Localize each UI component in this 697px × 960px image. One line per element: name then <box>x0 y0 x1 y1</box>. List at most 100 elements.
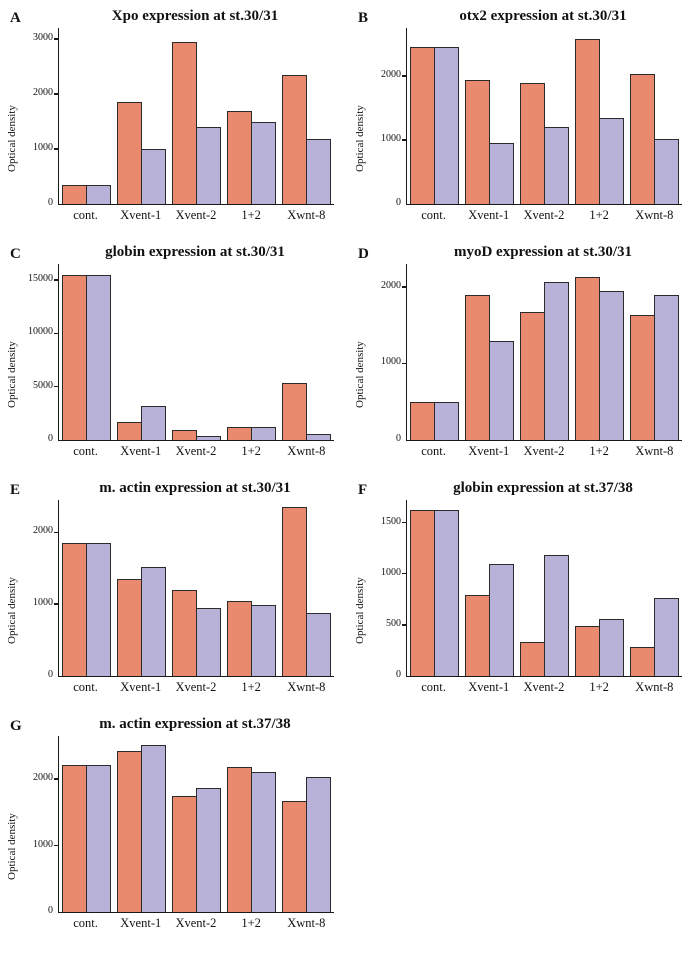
chart-title: Xpo expression at st.30/31 <box>111 8 279 24</box>
bar-lavender <box>195 788 221 912</box>
bar-lavender <box>488 340 514 440</box>
bar-group <box>282 500 331 676</box>
bar-lavender <box>85 274 111 440</box>
y-tick-label: 0 <box>48 197 53 208</box>
chart-title: myoD expression at st.30/31 <box>453 244 633 260</box>
bar-group <box>520 264 569 440</box>
bar-group <box>117 28 166 204</box>
bar-salmon <box>172 430 198 440</box>
bar-lavender <box>653 138 679 204</box>
y-tick-label: 500 <box>386 617 401 629</box>
bar-lavender <box>543 127 569 204</box>
bar-group <box>227 500 276 676</box>
bar-lavender <box>598 290 624 440</box>
bar-group <box>575 264 624 440</box>
x-tick-label: Xvent-1 <box>468 444 510 458</box>
y-tick-mark <box>402 286 407 288</box>
x-tick-label: Xvent-2 <box>175 680 217 694</box>
x-tick-label: Xvent-1 <box>468 208 510 222</box>
bar-salmon <box>62 764 88 912</box>
y-tick-label: 1500 <box>381 515 401 527</box>
bar-salmon <box>520 642 546 676</box>
bar-salmon <box>410 47 436 204</box>
x-labels: cont. Xvent-1 Xvent-2 1+2 Xwnt-8 <box>58 913 334 936</box>
bar-salmon <box>282 74 308 204</box>
bar-salmon <box>465 595 491 676</box>
y-tick-mark <box>54 844 59 847</box>
bar-salmon <box>575 625 601 676</box>
chart-title: globin expression at st.30/31 <box>105 244 285 260</box>
y-tick-mark <box>54 279 59 281</box>
y-tick-label: 0 <box>48 669 53 680</box>
bar-lavender <box>250 771 276 912</box>
panel-letter: B <box>358 10 369 26</box>
y-tick-label: 2000 <box>33 87 53 98</box>
plot-column: 0 1000 2000 cont. Xvent-1 Xvent-2 1+2 Xwnt-8 <box>20 736 342 936</box>
y-tick-mark <box>54 38 59 40</box>
bar-salmon <box>520 312 546 440</box>
bar-lavender <box>85 764 111 912</box>
bar-salmon <box>575 277 601 440</box>
chart-title: m. actin expression at st.30/31 <box>99 480 291 496</box>
x-labels: cont. Xvent-1 Xvent-2 1+2 Xwnt-8 <box>58 677 334 700</box>
chart-title: globin expression at st.37/38 <box>453 480 633 496</box>
bar-group <box>575 500 624 676</box>
bar-salmon <box>227 600 253 676</box>
x-tick-label: Xwnt-8 <box>287 208 326 222</box>
bar-salmon <box>117 751 143 912</box>
x-tick-label: 1+2 <box>241 208 261 222</box>
x-labels: cont. Xvent-1 Xvent-2 1+2 Xwnt-8 <box>406 441 682 464</box>
y-tick-mark <box>54 332 59 335</box>
bar-lavender <box>85 543 111 676</box>
chart-title: otx2 expression at st.30/31 <box>459 8 627 24</box>
y-tick-label: 2000 <box>381 279 401 291</box>
bar-group <box>62 28 111 204</box>
bar-salmon <box>117 102 143 204</box>
y-tick-mark <box>54 385 59 388</box>
bar-group <box>410 500 459 676</box>
bar-group <box>227 264 276 440</box>
bar-group <box>520 500 569 676</box>
bar-lavender <box>488 564 514 676</box>
x-tick-label: cont. <box>73 916 98 930</box>
bar-group <box>117 264 166 440</box>
panel-letter: A <box>10 10 21 26</box>
bar-lavender <box>140 566 166 676</box>
bar-group <box>630 500 679 676</box>
y-tick-label: 10000 <box>28 326 53 338</box>
x-tick-label: 1+2 <box>241 444 261 458</box>
bar-group <box>282 736 331 912</box>
plot-area: 0 1000 2000 <box>381 264 682 444</box>
bar-lavender <box>140 405 166 440</box>
bar-lavender <box>305 776 331 912</box>
y-tick-label: 0 <box>396 669 401 680</box>
bar-lavender <box>305 612 331 676</box>
plot-area: 0 500 1000 1500 <box>381 500 682 680</box>
x-tick-label: Xvent-2 <box>523 208 565 222</box>
x-tick-label: Xvent-2 <box>523 444 565 458</box>
y-tick-label: 0 <box>396 197 401 208</box>
bar-lavender <box>250 121 276 204</box>
y-tick-label: 1000 <box>381 356 401 368</box>
bar-salmon <box>282 383 308 440</box>
empty-cell <box>348 712 696 948</box>
x-tick-label: cont. <box>73 208 98 222</box>
bar-salmon <box>117 579 143 676</box>
bar-salmon <box>630 74 656 204</box>
bar-group <box>465 264 514 440</box>
bar-group <box>520 28 569 204</box>
y-tick-mark <box>54 778 59 780</box>
x-tick-label: Xwnt-8 <box>287 444 326 458</box>
bar-lavender <box>140 149 166 204</box>
bar-lavender <box>195 435 221 440</box>
bar-group <box>172 500 221 676</box>
bar-group <box>575 28 624 204</box>
plot-area: 0 1000 2000 <box>33 736 334 916</box>
bar-group <box>227 28 276 204</box>
bar-lavender <box>433 401 459 440</box>
plot-column: 0 500 1000 1500 cont. Xvent-1 Xvent-2 1+2 Xwnt-… <box>368 500 690 700</box>
bar-salmon <box>227 110 253 204</box>
bar-lavender <box>653 295 679 440</box>
x-tick-label: 1+2 <box>589 208 609 222</box>
bar-lavender <box>195 127 221 204</box>
